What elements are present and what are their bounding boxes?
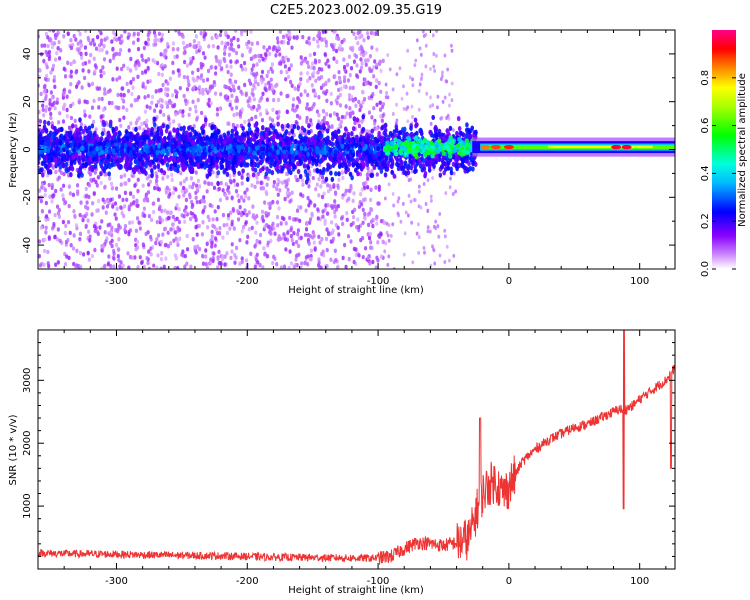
- x-tick-label: -300: [105, 576, 128, 587]
- colorbar-tick-label: 0.4: [700, 165, 711, 181]
- x-tick-label: 0: [506, 576, 512, 587]
- spectrogram-ylabel: Frequency (Hz): [8, 112, 19, 188]
- x-tick-label: -200: [236, 276, 259, 287]
- y-tick-label: 3000: [22, 368, 33, 393]
- snr-panel: -300 -200 -100 0 100 1000 2000 3000 Height of s…: [8, 329, 676, 596]
- y-tick-label: 40: [22, 48, 33, 61]
- x-tick-label: 0: [506, 276, 512, 287]
- figure-title: C2E5.2023.002.09.35.G19: [270, 3, 442, 18]
- colorbar-tick-label: 0.8: [700, 70, 711, 86]
- x-tick-label: -300: [105, 276, 128, 287]
- x-tick-label: -200: [236, 576, 259, 587]
- y-tick-label: 0: [22, 146, 33, 152]
- colorbar-label: Normalized spectral amplitude: [737, 73, 748, 227]
- colorbar-tick-label: 0.0: [700, 261, 711, 277]
- colorbar-gradient: [712, 30, 736, 269]
- spectrogram-xlabel: Height of straight line (km): [288, 285, 424, 296]
- colorbar-tick-label: 0.6: [700, 118, 711, 134]
- x-tick-label: -100: [367, 276, 390, 287]
- snr-frame: [37, 329, 676, 570]
- spectrogram-heatmap: [38, 30, 675, 269]
- y-tick-label: 20: [22, 95, 33, 108]
- y-tick-label: -20: [22, 189, 33, 205]
- x-tick-label: 100: [630, 576, 649, 587]
- snr-ylabel: SNR (10 * v/v): [8, 414, 19, 485]
- x-tick-label: 100: [630, 276, 649, 287]
- colorbar-ticks: 0.0 0.2 0.4 0.6 0.8: [700, 70, 736, 277]
- y-tick-label: -40: [22, 237, 33, 253]
- colorbar: 0.0 0.2 0.4 0.6 0.8 Normalized spectral ampl…: [700, 30, 748, 277]
- colorbar-tick-label: 0.2: [700, 213, 711, 229]
- x-tick-label: -100: [367, 576, 390, 587]
- snr-ticks: -300 -200 -100 0 100 1000 2000 3000: [22, 329, 675, 587]
- snr-xlabel: Height of straight line (km): [288, 585, 424, 596]
- snr-line: [38, 330, 675, 565]
- y-tick-label: 2000: [22, 430, 33, 455]
- snr-plot: [38, 330, 675, 565]
- y-tick-label: 1000: [22, 493, 33, 518]
